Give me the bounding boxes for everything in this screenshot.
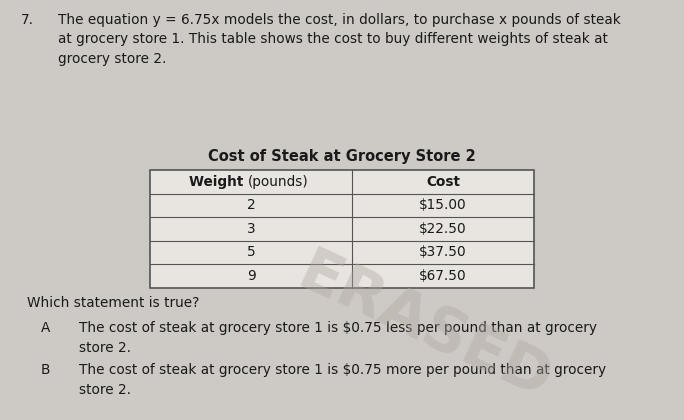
Text: The equation y = 6.75x models the cost, in dollars, to purchase x pounds of stea: The equation y = 6.75x models the cost, … bbox=[58, 13, 621, 66]
Text: (pounds): (pounds) bbox=[248, 175, 308, 189]
Text: 2: 2 bbox=[247, 198, 256, 213]
Text: 9: 9 bbox=[247, 269, 256, 283]
Text: The cost of steak at grocery store 1 is $0.75 less per pound than at grocery
sto: The cost of steak at grocery store 1 is … bbox=[79, 321, 596, 355]
Text: $22.50: $22.50 bbox=[419, 222, 466, 236]
Text: 5: 5 bbox=[247, 245, 256, 260]
Text: $37.50: $37.50 bbox=[419, 245, 466, 260]
Text: 7.: 7. bbox=[21, 13, 34, 26]
Text: $15.00: $15.00 bbox=[419, 198, 466, 213]
Text: Which statement is true?: Which statement is true? bbox=[27, 296, 200, 310]
Text: Cost of Steak at Grocery Store 2: Cost of Steak at Grocery Store 2 bbox=[208, 149, 476, 164]
Text: B: B bbox=[41, 363, 51, 377]
Bar bbox=[150, 170, 534, 288]
Text: The cost of steak at grocery store 1 is $0.75 more per pound than at grocery
sto: The cost of steak at grocery store 1 is … bbox=[79, 363, 606, 397]
Text: A: A bbox=[41, 321, 51, 335]
Text: Cost: Cost bbox=[426, 175, 460, 189]
Text: 3: 3 bbox=[247, 222, 256, 236]
Text: ERASED: ERASED bbox=[288, 243, 560, 412]
Text: Weight: Weight bbox=[189, 175, 248, 189]
Text: $67.50: $67.50 bbox=[419, 269, 466, 283]
